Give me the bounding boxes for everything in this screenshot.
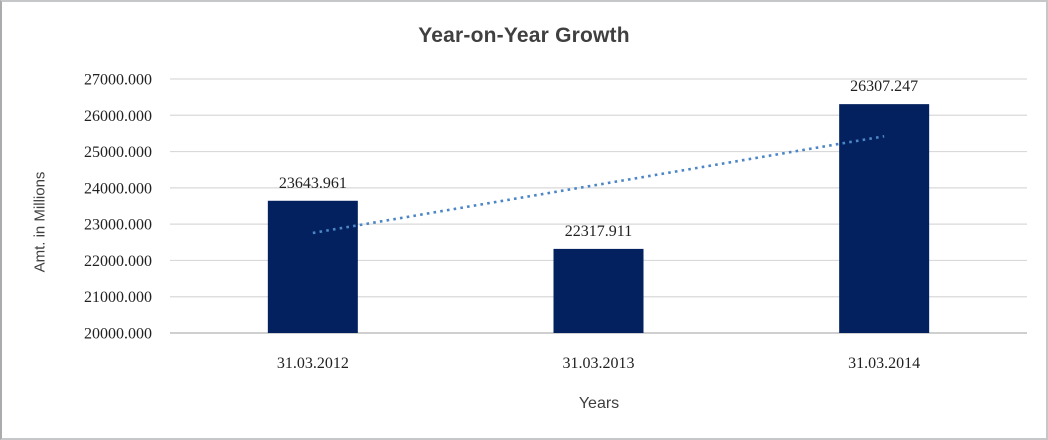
chart-title: Year-on-Year Growth bbox=[418, 24, 630, 47]
y-tick-label: 23000.000 bbox=[84, 217, 152, 234]
bar-data-label: 23643.961 bbox=[279, 175, 347, 192]
bar-data-label: 26307.247 bbox=[850, 78, 918, 95]
y-axis-title: Amt. in Millions bbox=[31, 171, 49, 273]
x-tick-label: 31.03.2014 bbox=[848, 355, 920, 372]
x-tick-label: 31.03.2012 bbox=[277, 355, 349, 372]
y-tick-label: 22000.000 bbox=[84, 253, 152, 270]
y-tick-label: 20000.000 bbox=[84, 326, 152, 343]
bar[interactable] bbox=[553, 248, 644, 333]
bar-data-label: 22317.911 bbox=[565, 223, 632, 240]
y-tick-label: 26000.000 bbox=[84, 108, 152, 125]
x-tick-label: 31.03.2013 bbox=[563, 355, 635, 372]
y-tick-label: 25000.000 bbox=[84, 144, 152, 161]
y-tick-label: 21000.000 bbox=[84, 289, 152, 306]
y-tick-label: 27000.000 bbox=[84, 72, 152, 89]
x-axis-title: Years bbox=[578, 395, 620, 412]
bar[interactable] bbox=[267, 200, 358, 333]
bar[interactable] bbox=[839, 104, 930, 333]
y-tick-label: 24000.000 bbox=[84, 180, 152, 197]
trendline[interactable] bbox=[312, 135, 885, 235]
